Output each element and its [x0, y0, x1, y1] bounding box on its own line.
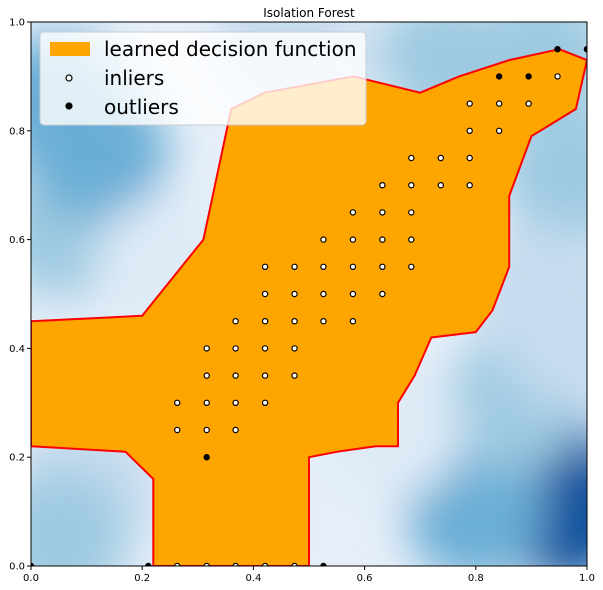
inlier-point: [291, 263, 298, 270]
outlier-point: [203, 454, 210, 461]
y-tick-label: 0.4: [9, 344, 25, 355]
plot-frame: [30, 21, 588, 567]
y-tick-label: 0.6: [9, 235, 25, 246]
inlier-point: [320, 236, 327, 243]
inlier-point: [349, 236, 357, 243]
x-axis: 0.0 0.2 0.4 0.6 0.8 1.0: [23, 566, 595, 584]
inlier-point: [379, 209, 386, 216]
y-axis: 0.0 0.2 0.4 0.6 0.8 1.0: [9, 18, 31, 573]
inlier-point: [495, 100, 503, 107]
inlier-point: [291, 345, 298, 352]
inlier-point: [203, 372, 210, 379]
inlier-point: [232, 318, 239, 325]
inlier-point: [174, 399, 181, 406]
inlier-point: [408, 236, 415, 243]
inlier-point: [203, 426, 210, 434]
y-tick-label: 0.8: [9, 126, 25, 137]
learned-decision-region: [31, 48, 587, 566]
inlier-point: [261, 562, 269, 566]
inlier-point: [437, 154, 444, 162]
x-tick-label: 0.0: [23, 573, 39, 584]
legend: learned decision function inliers outlie…: [39, 31, 367, 126]
y-tick-label: 0.2: [9, 453, 25, 464]
outlier-point: [495, 73, 503, 80]
inlier-point: [349, 318, 357, 325]
inlier-point: [174, 426, 181, 434]
inlier-point: [408, 154, 415, 162]
legend-label-inliers: inliers: [104, 66, 164, 90]
inlier-point: [203, 345, 210, 352]
x-tick-label: 0.4: [245, 573, 261, 584]
outlier-point: [554, 46, 561, 53]
inlier-point: [203, 399, 210, 406]
inlier-region: [31, 48, 587, 566]
legend-label-outliers: outliers: [104, 95, 179, 119]
legend-label-decision-function: learned decision function: [104, 37, 357, 61]
inlier-point: [525, 100, 532, 107]
inlier-point: [466, 154, 473, 162]
inlier-point: [291, 290, 298, 298]
outlier-point: [583, 46, 587, 53]
inlier-point: [261, 263, 269, 270]
inlier-point: [232, 399, 239, 406]
legend-box: [39, 31, 367, 126]
inlier-point: [379, 263, 386, 270]
x-tick-label: 0.6: [357, 573, 373, 584]
inlier-point: [349, 290, 357, 298]
legend-marker-inliers: [65, 74, 73, 82]
inlier-point: [291, 562, 298, 566]
inlier-point: [261, 318, 269, 325]
outlier-point: [31, 562, 35, 566]
inlier-point: [320, 290, 327, 298]
inlier-point: [466, 127, 473, 134]
inlier-point: [379, 236, 386, 243]
outlier-point: [145, 562, 152, 566]
outlier-point: [525, 73, 532, 80]
inlier-point: [379, 290, 386, 298]
inlier-point: [349, 209, 357, 216]
inlier-point: [291, 372, 298, 379]
inlier-point: [261, 399, 269, 406]
y-tick-label: 0.0: [9, 562, 25, 573]
inlier-point: [232, 562, 239, 566]
inlier-point: [495, 127, 503, 134]
x-tick-label: 0.2: [134, 573, 150, 584]
inlier-point: [232, 372, 239, 379]
inlier-point: [466, 181, 473, 189]
inlier-point: [261, 345, 269, 352]
outlier-point: [320, 562, 327, 566]
inlier-point: [466, 100, 473, 107]
inlier-point: [261, 290, 269, 298]
inlier-point: [379, 181, 386, 189]
sample-points: [31, 46, 587, 566]
legend-swatch-decision-function: [50, 42, 90, 56]
contour-blob: [500, 267, 587, 408]
inlier-point: [261, 372, 269, 379]
inlier-point: [349, 263, 357, 270]
x-tick-label: 1.0: [579, 573, 595, 584]
inlier-point: [320, 263, 327, 270]
inlier-point: [291, 318, 298, 325]
chart-title: Isolation Forest: [263, 6, 355, 20]
y-tick-label: 1.0: [9, 18, 25, 29]
legend-marker-outliers: [65, 102, 73, 110]
inlier-point: [232, 345, 239, 352]
contour-blob: [31, 468, 129, 566]
inlier-point: [408, 263, 415, 270]
inlier-point: [408, 209, 415, 216]
inlier-point: [232, 426, 239, 434]
inlier-point: [408, 181, 415, 189]
inlier-point: [203, 562, 210, 566]
inlier-point: [554, 73, 561, 80]
inlier-point: [174, 562, 181, 566]
inlier-point: [437, 181, 444, 189]
inlier-point: [320, 318, 327, 325]
x-tick-label: 0.8: [468, 573, 484, 584]
